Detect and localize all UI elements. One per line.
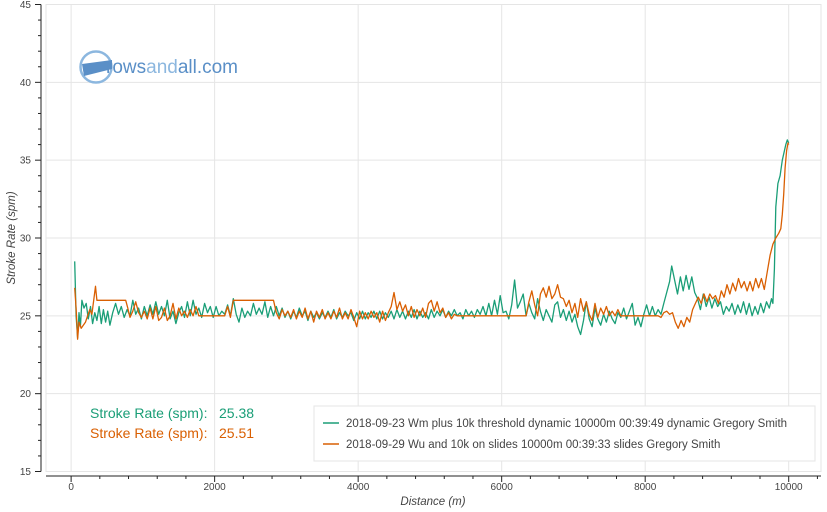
svg-text:rowsandall.com: rowsandall.com bbox=[106, 57, 238, 78]
y-tick-label: 25 bbox=[20, 311, 32, 322]
logo-text-and: and bbox=[146, 57, 178, 78]
x-axis-title: Distance (m) bbox=[400, 496, 465, 508]
stat-row-1: Stroke Rate (spm): 25.38 bbox=[90, 405, 254, 421]
stat-label-1: Stroke Rate (spm): bbox=[90, 405, 207, 421]
logo-boat-icon bbox=[82, 60, 112, 76]
y-tick-label: 20 bbox=[20, 389, 32, 400]
series-line-1 bbox=[74, 139, 790, 339]
series-line-2 bbox=[74, 142, 790, 340]
legend-label-1: 2018-09-23 Wm plus 10k threshold dynamic… bbox=[346, 418, 787, 430]
x-tick-label: 2000 bbox=[204, 482, 227, 493]
y-tick-label: 45 bbox=[20, 0, 32, 11]
legend-box bbox=[313, 405, 816, 462]
stat-row-2: Stroke Rate (spm): 25.51 bbox=[90, 425, 254, 441]
logo-text-domain: all.com bbox=[178, 57, 238, 78]
y-axis: 15 20 25 30 35 40 45 bbox=[20, 0, 42, 478]
grid-lines bbox=[46, 4, 821, 472]
x-axis: 0 2000 4000 6000 8000 10000 bbox=[46, 475, 821, 493]
y-tick-label: 40 bbox=[20, 78, 32, 89]
stat-value-2: 25.51 bbox=[219, 425, 254, 441]
x-tick-label: 6000 bbox=[491, 482, 514, 493]
stats-block: Stroke Rate (spm): 25.38 Stroke Rate (spm… bbox=[90, 405, 254, 441]
x-tick-label: 0 bbox=[68, 482, 74, 493]
y-tick-label: 15 bbox=[20, 467, 32, 478]
series-layer bbox=[74, 139, 790, 340]
rowsandall-logo: rowsandall.com bbox=[79, 50, 238, 84]
legend: 2018-09-23 Wm plus 10k threshold dynamic… bbox=[313, 405, 816, 462]
logo-text-rows: rows bbox=[106, 57, 146, 78]
legend-label-2: 2018-09-29 Wu and 10k on slides 10000m 0… bbox=[346, 439, 720, 451]
x-tick-label: 8000 bbox=[634, 482, 657, 493]
x-tick-label: 4000 bbox=[347, 482, 370, 493]
x-tick-label: 10000 bbox=[775, 482, 803, 493]
stat-label-2: Stroke Rate (spm): bbox=[90, 425, 207, 441]
y-tick-label: 30 bbox=[20, 234, 32, 245]
y-axis-title: Stroke Rate (spm) bbox=[6, 191, 18, 284]
stat-value-1: 25.38 bbox=[219, 405, 254, 421]
y-tick-label: 35 bbox=[20, 156, 32, 167]
